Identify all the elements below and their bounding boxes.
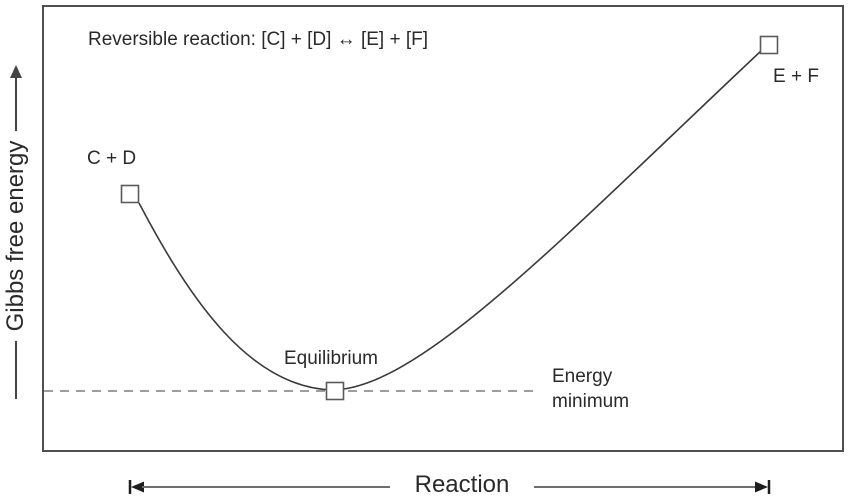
arrow-right-icon [755,481,768,493]
y-axis-leading-line [15,341,17,400]
equilibrium-label: Equilibrium [284,348,378,369]
x-axis-label: Reaction [390,471,534,499]
energy-minimum-label: Energy minimum [552,364,629,414]
y-axis-label-text: Gibbs free energy [2,140,29,332]
products-label: E + F [773,66,819,87]
energy-curve [138,49,763,391]
plot-graphics [44,35,779,401]
reactants-label: C + D [87,148,137,169]
plot-area [42,5,844,452]
x-axis-range-arrow [128,480,771,494]
energy-minimum-label-line2: minimum [552,391,630,412]
up-arrow-icon [15,66,17,131]
marker-equilibrium [325,381,345,401]
figure-title: Reversible reaction: [C] + [D] ↔ [E] + [… [88,29,429,50]
marker-products [759,35,779,55]
y-axis-label: Gibbs free energy [0,43,32,423]
arrow-left-icon [131,481,144,493]
energy-minimum-label-line1: Energy [552,366,613,387]
marker-reactants [120,184,140,204]
